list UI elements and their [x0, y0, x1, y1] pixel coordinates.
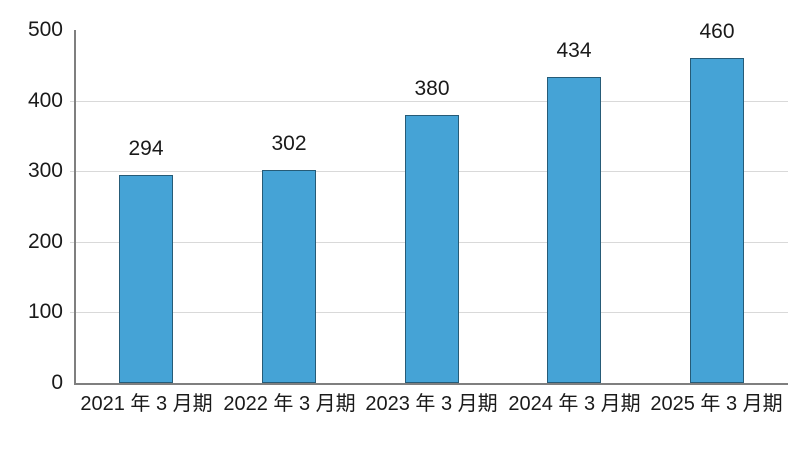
- bar-value-label: 380: [414, 77, 450, 100]
- y-axis-line: [74, 30, 76, 384]
- y-axis-tick-mark: [70, 312, 75, 313]
- y-axis-tick-mark: [70, 242, 75, 243]
- y-axis-tick-mark: [70, 101, 75, 102]
- bar-value-label: 294: [128, 137, 164, 160]
- y-axis-tick-label: 500: [27, 18, 63, 41]
- x-axis-category-label: 2021 年 3 月期: [80, 393, 213, 415]
- bar: [405, 115, 459, 383]
- bar-value-label: 434: [556, 39, 592, 62]
- bar-value-label: 460: [699, 20, 735, 43]
- y-axis-tick-label: 0: [51, 371, 63, 394]
- y-axis-tick-label: 100: [27, 300, 63, 323]
- bar: [547, 77, 601, 383]
- bar-value-label: 302: [271, 132, 307, 155]
- bar: [262, 170, 316, 383]
- x-axis-category-label: 2025 年 3 月期: [650, 393, 783, 415]
- gridline: [75, 101, 788, 102]
- y-axis-tick-label: 300: [27, 159, 63, 182]
- bar: [690, 58, 744, 383]
- y-axis-tick-mark: [70, 171, 75, 172]
- bar: [119, 175, 173, 383]
- x-axis-category-label: 2024 年 3 月期: [508, 393, 641, 415]
- x-axis-line: [74, 383, 788, 385]
- y-axis-tick-label: 400: [27, 89, 63, 112]
- x-axis-category-label: 2023 年 3 月期: [365, 393, 498, 415]
- x-axis-category-label: 2022 年 3 月期: [223, 393, 356, 415]
- y-axis-tick-label: 200: [27, 230, 63, 253]
